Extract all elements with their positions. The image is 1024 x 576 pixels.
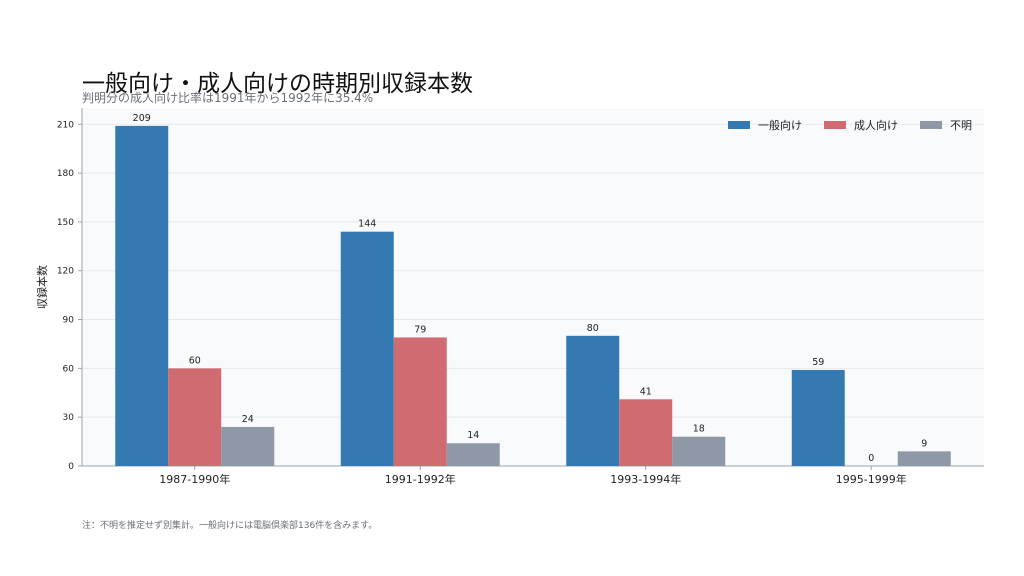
data-label: 79 [414, 324, 426, 335]
bar-general [791, 369, 845, 466]
bar-unknown [672, 436, 726, 466]
data-label: 59 [812, 357, 824, 368]
data-label: 41 [640, 386, 652, 397]
data-label: 24 [242, 414, 254, 425]
bar-general [340, 231, 394, 466]
bar-general [115, 125, 169, 467]
y-axis-label: 収録本数 [35, 265, 49, 309]
bar-unknown [221, 426, 275, 466]
legend-swatch-unknown [920, 121, 942, 129]
data-label: 60 [189, 355, 201, 366]
data-label: 14 [467, 430, 479, 441]
legend-item-general: 一般向け [728, 117, 802, 133]
y-tick-label: 0 [68, 462, 74, 472]
data-label: 9 [921, 438, 927, 449]
legend-item-unknown: 不明 [920, 117, 972, 133]
legend-item-adult: 成人向け [824, 117, 898, 133]
bar-unknown [897, 451, 951, 466]
data-label: 144 [358, 219, 376, 230]
data-label: 80 [587, 323, 599, 334]
chart-title: 一般向け・成人向けの時期別収録本数 [82, 71, 473, 97]
chart-subtitle: 判明分の成人向け比率は1991年から1992年に35.4% [82, 91, 374, 105]
footnote: 注：不明を推定せず別集計。一般向けには電脳倶楽部136件を含みます。 [82, 521, 378, 531]
y-tick-label: 30 [63, 413, 75, 423]
data-label: 18 [693, 424, 705, 435]
bar-adult [393, 337, 447, 466]
bar-adult [619, 399, 673, 466]
legend-label-general: 一般向け [758, 119, 802, 132]
x-tick-label: 1987-1990年 [159, 472, 230, 486]
x-tick-label: 1995-1999年 [836, 472, 907, 486]
y-tick-label: 120 [57, 267, 74, 277]
chart-legend: 一般向け 成人向け 不明 [728, 117, 972, 133]
data-label: 0 [868, 453, 874, 464]
x-tick-label: 1991-1992年 [385, 472, 456, 486]
y-tick-label: 150 [57, 218, 74, 228]
y-tick-label: 60 [63, 364, 75, 374]
data-label: 209 [133, 113, 151, 124]
bar-adult [168, 368, 222, 466]
y-tick-label: 90 [63, 316, 75, 326]
bar-general [566, 335, 620, 466]
bar-unknown [446, 443, 500, 466]
y-tick-label: 210 [57, 120, 74, 130]
legend-label-adult: 成人向け [854, 119, 898, 132]
x-tick-label: 1993-1994年 [610, 472, 681, 486]
legend-label-unknown: 不明 [950, 119, 972, 132]
y-tick-label: 180 [57, 169, 74, 179]
legend-swatch-adult [824, 121, 846, 129]
legend-swatch-general [728, 121, 750, 129]
